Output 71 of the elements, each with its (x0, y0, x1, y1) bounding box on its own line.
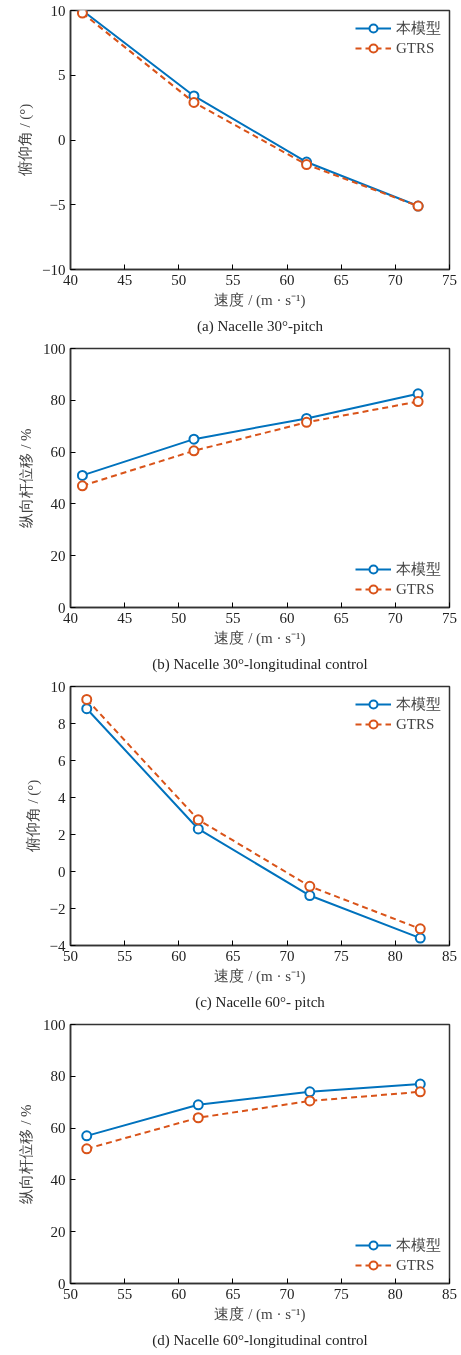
y-tick-label: 10 (50, 678, 66, 695)
y-tick-label: −5 (49, 196, 66, 213)
x-tick-label: 85 (442, 1285, 457, 1302)
x-tick-label: 50 (171, 609, 187, 626)
x-tick-label: 80 (387, 947, 403, 964)
x-tick-label: 70 (279, 1285, 295, 1302)
legend-label: GTRS (396, 580, 435, 598)
x-tick-label: 55 (225, 271, 241, 288)
y-axis-title: 纵向杆位移 / % (18, 1104, 34, 1204)
y-tick-label: 100 (43, 340, 66, 357)
y-tick-label: 0 (58, 863, 66, 880)
y-tick-label: 5 (58, 67, 66, 84)
y-axis-title: 纵向杆位移 / % (18, 428, 34, 528)
x-tick-label: 65 (225, 947, 241, 964)
y-tick-label: 20 (50, 547, 66, 564)
x-tick-label: 55 (117, 947, 133, 964)
y-axis-title: 俯仰角 / (°) (24, 779, 42, 853)
y-tick-label: −2 (49, 900, 66, 917)
x-tick-label: 60 (171, 1285, 187, 1302)
y-tick-label: 2 (58, 826, 66, 843)
x-tick-label: 60 (279, 271, 295, 288)
legend-label: GTRS (396, 715, 435, 733)
y-tick-label: 20 (50, 1223, 66, 1240)
x-tick-label: 45 (117, 271, 133, 288)
legend-label: 本模型 (396, 694, 441, 714)
legend-label: 本模型 (396, 18, 441, 38)
x-tick-label: 70 (387, 609, 403, 626)
x-tick-label: 75 (333, 1285, 349, 1302)
y-tick-label: 8 (58, 715, 66, 732)
x-tick-label: 65 (225, 1285, 241, 1302)
y-tick-label: 80 (50, 1068, 66, 1085)
x-tick-label: 60 (279, 609, 295, 626)
y-tick-label: 80 (50, 392, 66, 409)
x-tick-label: 65 (333, 609, 349, 626)
x-tick-label: 65 (333, 271, 349, 288)
y-tick-label: 0 (58, 599, 66, 616)
legend-label: 本模型 (396, 1235, 441, 1255)
y-tick-label: 4 (58, 789, 66, 806)
x-tick-label: 55 (225, 609, 241, 626)
x-tick-label: 75 (442, 271, 457, 288)
text: (a) Nacelle 30°-pitch (197, 317, 324, 335)
legend-label: GTRS (396, 39, 435, 57)
x-axis-title: 速度 / (m · s⁻¹) (214, 1305, 306, 1323)
y-tick-label: 6 (58, 752, 66, 769)
y-tick-label: 0 (58, 132, 66, 148)
y-tick-label: −10 (42, 261, 66, 278)
x-tick-label: 80 (387, 1285, 403, 1302)
y-tick-label: 40 (50, 1171, 66, 1188)
x-tick-label: 50 (171, 271, 187, 288)
x-tick-label: 70 (279, 947, 295, 964)
x-tick-label: 70 (387, 271, 403, 288)
x-axis-title: 速度 / (m · s⁻¹) (214, 291, 306, 309)
legend-label: GTRS (396, 1256, 435, 1274)
x-tick-label: 45 (117, 609, 133, 626)
x-tick-label: 55 (117, 1285, 133, 1302)
text: (c) Nacelle 60°- pitch (195, 993, 326, 1011)
y-tick-label: 60 (50, 444, 66, 461)
y-tick-label: 10 (50, 2, 66, 19)
y-tick-label: 40 (50, 495, 66, 512)
x-tick-label: 75 (442, 609, 457, 626)
x-tick-label: 60 (171, 947, 187, 964)
y-tick-label: 100 (43, 1016, 66, 1033)
y-tick-label: 60 (50, 1120, 66, 1137)
text: (b) Nacelle 30°-longitudinal control (152, 655, 368, 673)
text: (d) Nacelle 60°-longitudinal control (152, 1331, 368, 1349)
y-axis-title: 俯仰角 / (°) (17, 103, 35, 177)
x-tick-label: 85 (442, 947, 457, 964)
x-tick-label: 75 (333, 947, 349, 964)
legend-label: 本模型 (396, 559, 441, 579)
x-axis-title: 速度 / (m · s⁻¹) (214, 967, 306, 985)
x-axis-title: 速度 / (m · s⁻¹) (214, 629, 306, 647)
